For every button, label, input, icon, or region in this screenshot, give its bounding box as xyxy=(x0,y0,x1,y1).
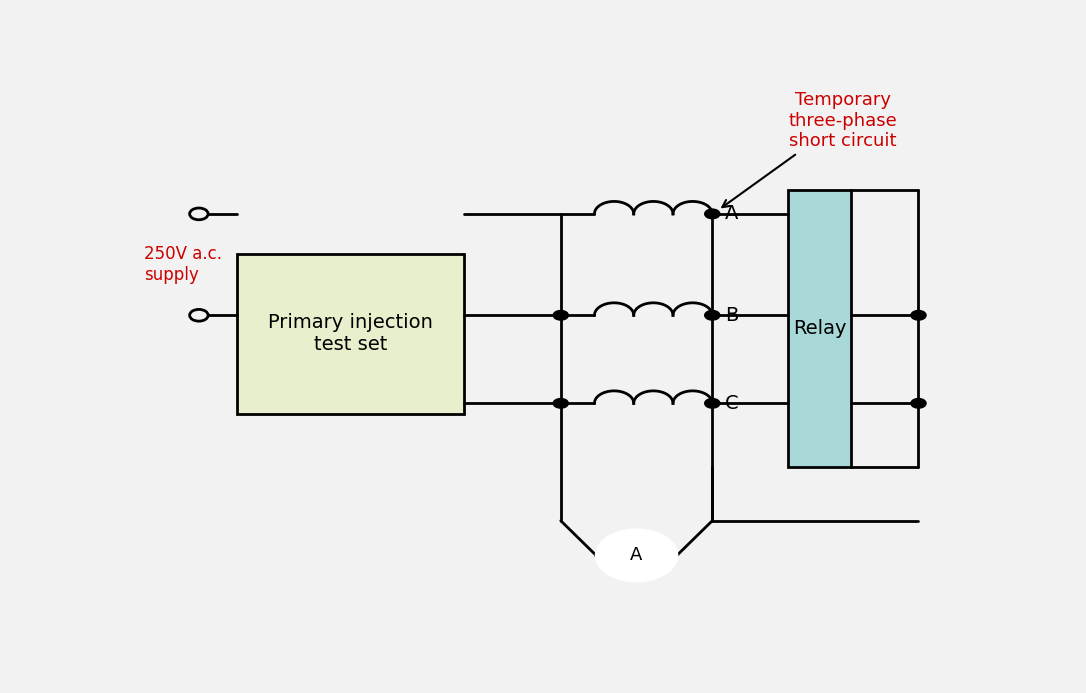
Text: Temporary
three-phase
short circuit: Temporary three-phase short circuit xyxy=(722,91,897,207)
Text: A: A xyxy=(630,546,643,564)
Circle shape xyxy=(596,529,677,581)
Circle shape xyxy=(553,310,568,320)
Text: Relay: Relay xyxy=(793,319,846,338)
Circle shape xyxy=(911,310,926,320)
Circle shape xyxy=(705,209,720,219)
Text: C: C xyxy=(725,394,738,413)
Circle shape xyxy=(705,398,720,408)
Text: Primary injection
test set: Primary injection test set xyxy=(268,313,433,354)
Text: B: B xyxy=(725,306,738,325)
Text: 250V a.c.
supply: 250V a.c. supply xyxy=(144,245,223,284)
Circle shape xyxy=(911,398,926,408)
FancyBboxPatch shape xyxy=(788,190,851,467)
Text: A: A xyxy=(725,204,738,223)
FancyBboxPatch shape xyxy=(237,254,464,414)
Circle shape xyxy=(705,310,720,320)
Circle shape xyxy=(553,398,568,408)
